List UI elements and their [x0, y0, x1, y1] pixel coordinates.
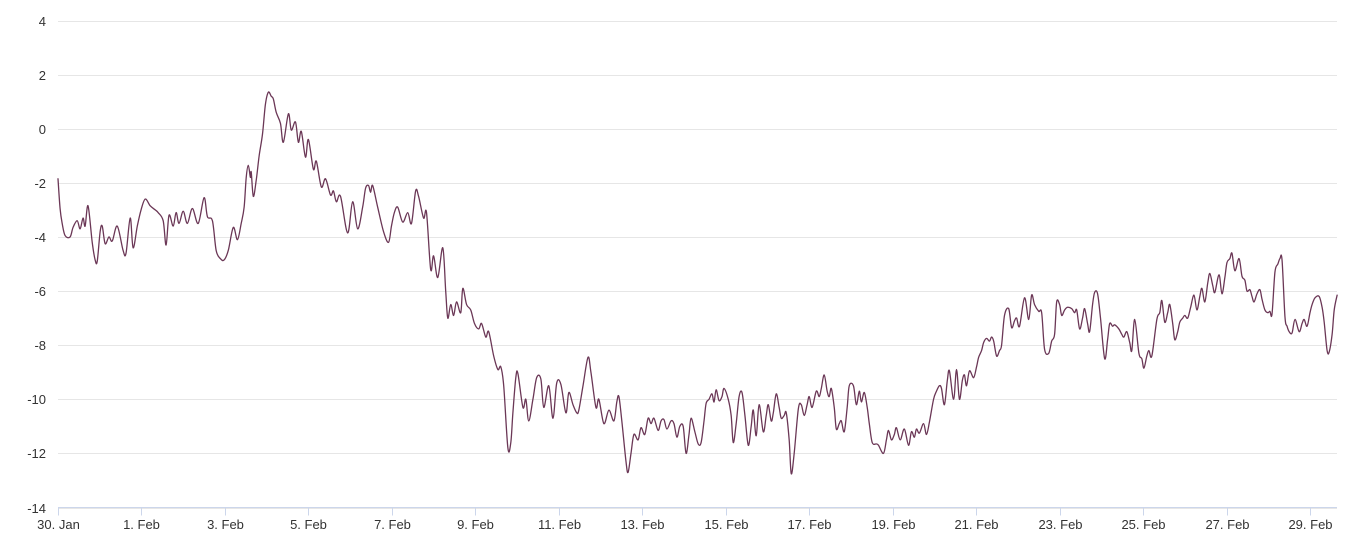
- x-tick-label: 17. Feb: [787, 517, 831, 532]
- x-tick-label: 3. Feb: [207, 517, 244, 532]
- y-tick-label: -4: [34, 230, 46, 245]
- x-tick-label: 23. Feb: [1038, 517, 1082, 532]
- x-tick-label: 9. Feb: [457, 517, 494, 532]
- y-tick-label: -2: [34, 176, 46, 191]
- x-tick-label: 1. Feb: [123, 517, 160, 532]
- x-tick-label: 29. Feb: [1288, 517, 1332, 532]
- x-tick-label: 15. Feb: [704, 517, 748, 532]
- y-tick-label: -8: [34, 338, 46, 353]
- x-tick-label: 30. Jan: [37, 517, 80, 532]
- y-tick-label: 0: [39, 122, 46, 137]
- series-line[interactable]: [57, 91, 1338, 475]
- y-tick-label: -10: [27, 392, 46, 407]
- x-tick-label: 13. Feb: [620, 517, 664, 532]
- x-tick-label: 27. Feb: [1205, 517, 1249, 532]
- y-tick-label: -6: [34, 284, 46, 299]
- y-tick-label: -14: [27, 501, 46, 516]
- x-tick-label: 25. Feb: [1121, 517, 1165, 532]
- x-tick-label: 11. Feb: [538, 517, 581, 532]
- x-tick-label: 7. Feb: [374, 517, 411, 532]
- y-tick-label: -12: [27, 446, 46, 461]
- x-tick-label: 5. Feb: [290, 517, 327, 532]
- x-tick-label: 19. Feb: [871, 517, 915, 532]
- y-tick-label: 2: [39, 68, 46, 83]
- x-tick-label: 21. Feb: [954, 517, 998, 532]
- y-tick-label: 4: [39, 14, 46, 29]
